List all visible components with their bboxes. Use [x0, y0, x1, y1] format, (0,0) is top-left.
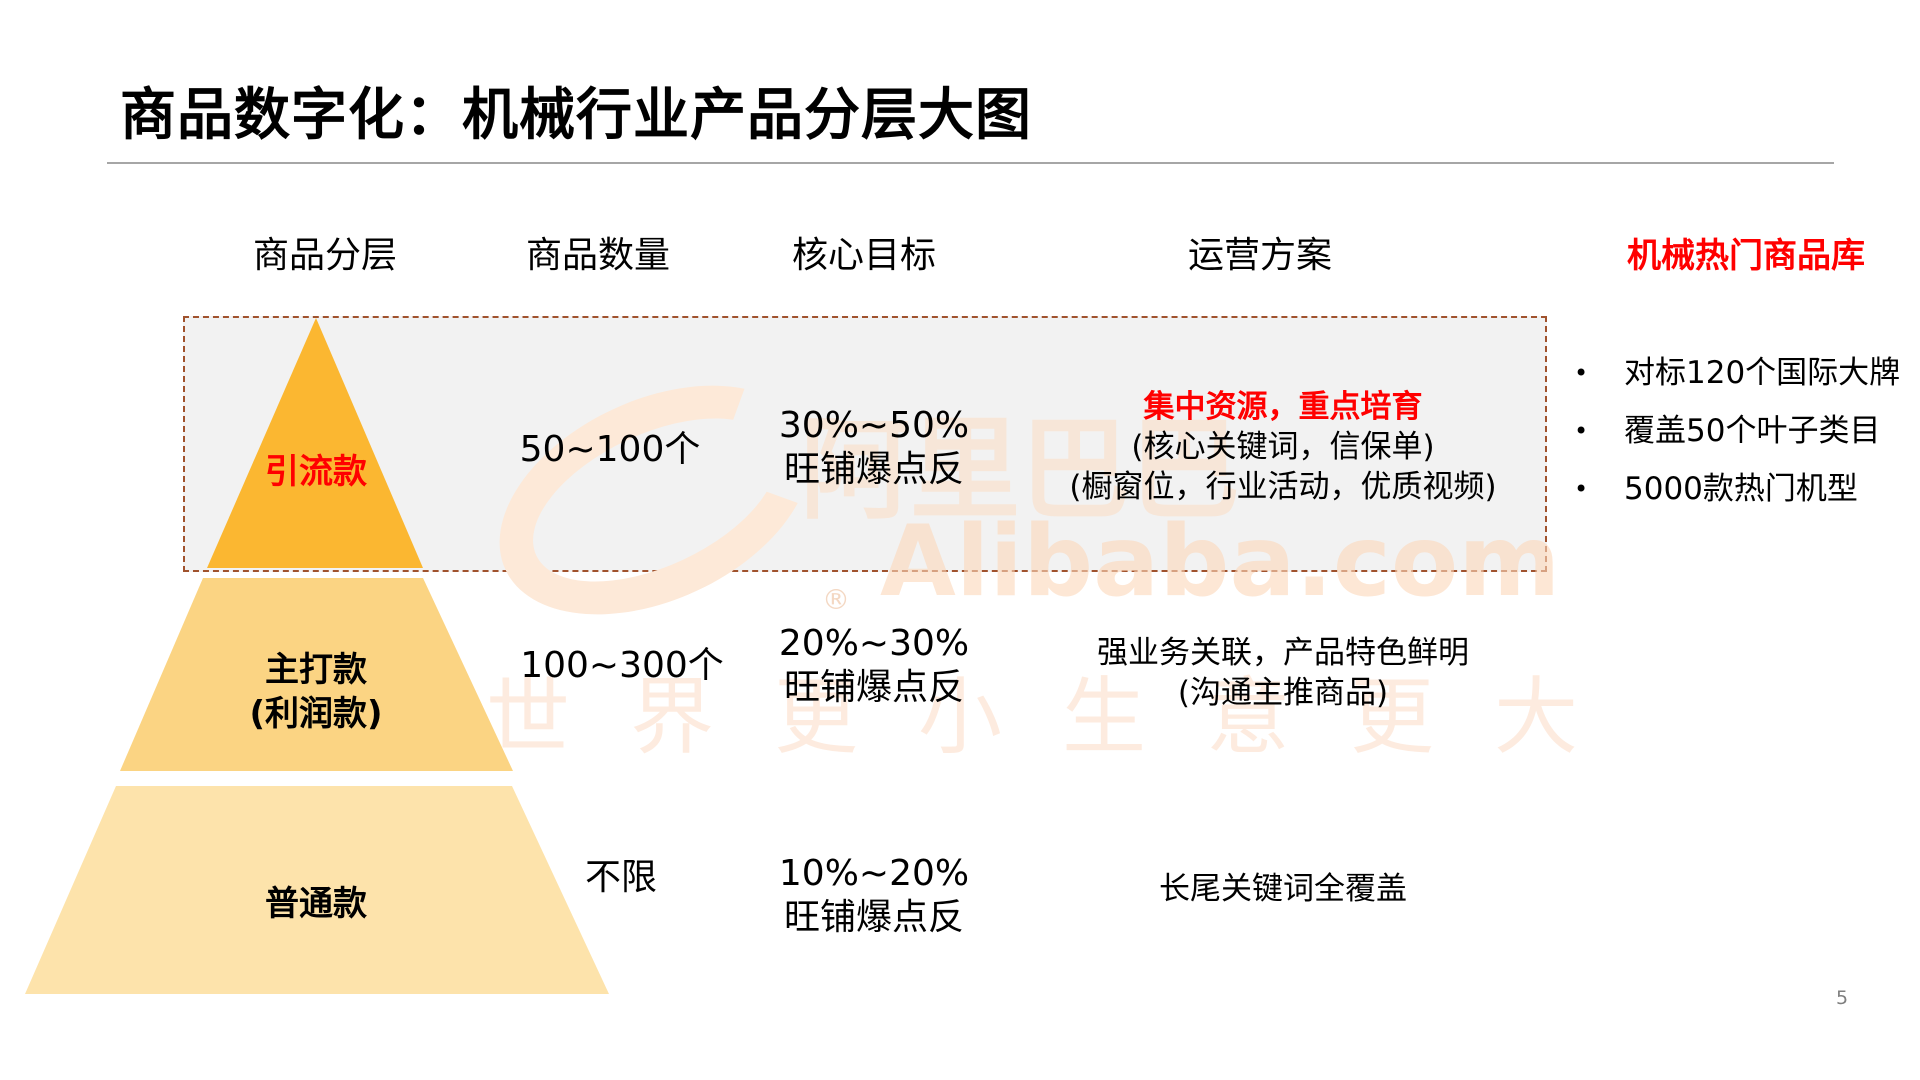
header-library: 机械热门商品库	[1627, 236, 1865, 276]
slide-title: 商品数字化：机械行业产品分层大图	[120, 83, 1032, 148]
tier-label-main-sub: (利润款)	[249, 694, 383, 734]
goal-main-desc: 旺铺爆点反	[783, 667, 965, 708]
library-item: 对标120个国际大牌	[1574, 344, 1900, 402]
library-item: 5000款热门机型	[1574, 460, 1900, 518]
header-goal: 核心目标	[791, 235, 937, 276]
ops-traffic-line1: (核心关键词，信保单)	[1131, 429, 1435, 465]
quantity-main: 100~300个	[520, 645, 724, 686]
pyramid-tier-middle	[120, 578, 513, 771]
title-divider	[107, 162, 1834, 164]
watermark-en: Alibaba.com	[880, 505, 1561, 619]
watermark-registered-icon: ®	[822, 583, 850, 616]
goal-traffic-pct: 30%~50%	[778, 405, 970, 446]
ops-main-line1: 强业务关联，产品特色鲜明	[1097, 635, 1469, 671]
goal-main-pct: 20%~30%	[778, 623, 970, 664]
quantity-normal: 不限	[584, 857, 658, 898]
top-tier-highlight-box	[183, 316, 1547, 572]
pyramid-tier-bottom	[25, 786, 609, 994]
ops-traffic-highlight-text: 集中资源，重点培育	[1143, 389, 1423, 425]
pyramid-tier-top	[207, 318, 423, 568]
header-ops: 运营方案	[1187, 235, 1333, 276]
header-quantity: 商品数量	[525, 235, 671, 276]
ops-normal-line1: 长尾关键词全覆盖	[1159, 871, 1407, 907]
page-number: 5	[1836, 987, 1849, 1009]
quantity-traffic: 50~100个	[519, 429, 701, 470]
tier-label-traffic: 引流款	[265, 452, 367, 492]
tier-label-main: 主打款	[265, 650, 367, 690]
ops-traffic-line2: (橱窗位，行业活动，优质视频)	[1069, 469, 1497, 505]
tier-label-normal: 普通款	[265, 884, 367, 924]
library-item: 覆盖50个叶子类目	[1574, 402, 1900, 460]
ops-main-line2: (沟通主推商品)	[1177, 675, 1389, 711]
watermark-slogan: 世界更小生意更大	[486, 668, 1639, 766]
header-tier: 商品分层	[252, 235, 398, 276]
goal-normal-pct: 10%~20%	[778, 853, 970, 894]
watermark-cn: 阿里巴巴	[800, 406, 1240, 534]
library-list: 对标120个国际大牌 覆盖50个叶子类目 5000款热门机型	[1574, 344, 1900, 518]
goal-normal-desc: 旺铺爆点反	[783, 897, 965, 938]
goal-traffic-desc: 旺铺爆点反	[783, 449, 965, 490]
ops-traffic-highlight: 集中资源，重点培育	[1144, 387, 1423, 427]
